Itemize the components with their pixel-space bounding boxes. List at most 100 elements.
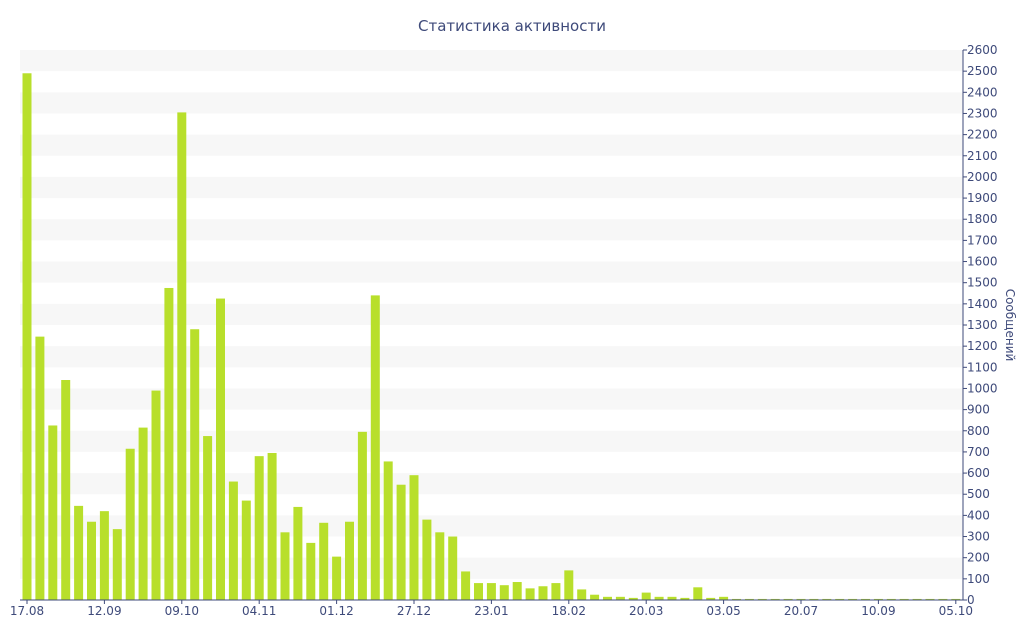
y-tick-label: 900 <box>967 403 990 417</box>
bar <box>835 598 845 600</box>
bar <box>99 511 109 600</box>
bar <box>190 329 200 600</box>
y-tick-label: 700 <box>967 445 990 459</box>
bar <box>886 598 896 600</box>
bar <box>628 597 638 600</box>
y-tick-label: 1800 <box>967 212 998 226</box>
y-tick-label: 1600 <box>967 255 998 269</box>
bar <box>345 521 354 600</box>
y-axis-ticks: 0 100 200 300 400 500 600 700 800 900 1000 1100 1200… <box>963 43 998 607</box>
bar <box>125 448 135 600</box>
bar <box>74 505 84 600</box>
bar <box>48 425 58 600</box>
bar <box>306 542 316 600</box>
x-tick-label: 20.03 <box>629 604 663 618</box>
grid-band <box>20 557 963 579</box>
grid-bands <box>20 50 963 579</box>
y-tick-label: 1200 <box>967 339 998 353</box>
y-tick-label: 0 <box>967 593 975 607</box>
bar <box>254 456 264 600</box>
bar-series <box>22 73 961 601</box>
bar <box>267 452 277 600</box>
bar <box>396 484 406 600</box>
x-tick-label: 10.09 <box>861 604 895 618</box>
bar <box>873 598 883 600</box>
bar <box>822 598 832 600</box>
bar <box>641 592 651 600</box>
y-tick-label: 500 <box>967 487 990 501</box>
x-tick-label: 12.09 <box>87 604 121 618</box>
bar <box>951 598 961 600</box>
y-axis-label: Сообщений <box>1003 289 1017 362</box>
x-tick-label: 04.11 <box>242 604 276 618</box>
bar <box>590 594 600 600</box>
bar <box>435 532 445 600</box>
bar <box>448 536 458 600</box>
bar <box>499 585 509 600</box>
bar <box>293 506 303 600</box>
y-tick-label: 1700 <box>967 233 998 247</box>
bar <box>783 598 793 600</box>
bar <box>151 390 161 600</box>
grid-band <box>20 515 963 537</box>
bar <box>603 596 612 600</box>
bar <box>577 589 587 600</box>
bar <box>706 597 716 600</box>
bar <box>732 598 741 600</box>
bar <box>744 598 754 600</box>
bar <box>357 431 367 600</box>
y-tick-label: 1500 <box>967 276 998 290</box>
x-tick-label: 01.12 <box>319 604 353 618</box>
x-tick-label: 20.07 <box>784 604 818 618</box>
bar <box>770 598 780 600</box>
bar <box>228 481 238 600</box>
y-tick-label: 800 <box>967 424 990 438</box>
grid-band <box>20 92 963 114</box>
bar <box>138 427 148 600</box>
bar <box>409 475 419 600</box>
bar <box>486 583 496 600</box>
x-tick-label: 23.01 <box>474 604 508 618</box>
bar <box>757 598 767 600</box>
y-tick-label: 200 <box>967 551 990 565</box>
bar <box>22 73 32 600</box>
y-tick-label: 1400 <box>967 297 998 311</box>
chart-title: Статистика активности <box>418 17 606 35</box>
bar <box>112 529 122 600</box>
bar <box>693 587 703 600</box>
bar <box>35 336 45 600</box>
grid-band <box>20 430 963 452</box>
bar <box>615 596 625 600</box>
bar <box>177 112 187 601</box>
bar <box>383 461 393 600</box>
bar <box>319 522 329 600</box>
bar <box>61 380 71 600</box>
x-tick-label: 17.08 <box>10 604 44 618</box>
bar <box>474 583 483 600</box>
x-axis-ticks: 17.08 12.09 09.10 04.11 01.12 27.12 23.01 18.02… <box>10 600 973 618</box>
y-tick-label: 100 <box>967 572 990 586</box>
grid-band <box>20 303 963 325</box>
bar <box>925 598 935 600</box>
bar <box>667 596 677 600</box>
bar <box>422 519 432 600</box>
x-tick-label: 05.10 <box>939 604 973 618</box>
bar <box>332 556 342 600</box>
y-tick-label: 2000 <box>967 170 998 184</box>
grid-band <box>20 176 963 199</box>
bar <box>680 597 690 600</box>
bar <box>809 598 819 600</box>
grid-band <box>20 473 963 495</box>
bar <box>938 598 948 600</box>
bar <box>538 586 548 600</box>
bar <box>241 500 251 600</box>
bar <box>796 598 806 600</box>
bar <box>216 298 225 600</box>
bar <box>654 596 664 600</box>
y-tick-label: 2200 <box>967 128 998 142</box>
y-tick-label: 300 <box>967 530 990 544</box>
y-tick-label: 1100 <box>967 360 998 374</box>
bar <box>848 598 858 600</box>
bar <box>525 588 535 600</box>
